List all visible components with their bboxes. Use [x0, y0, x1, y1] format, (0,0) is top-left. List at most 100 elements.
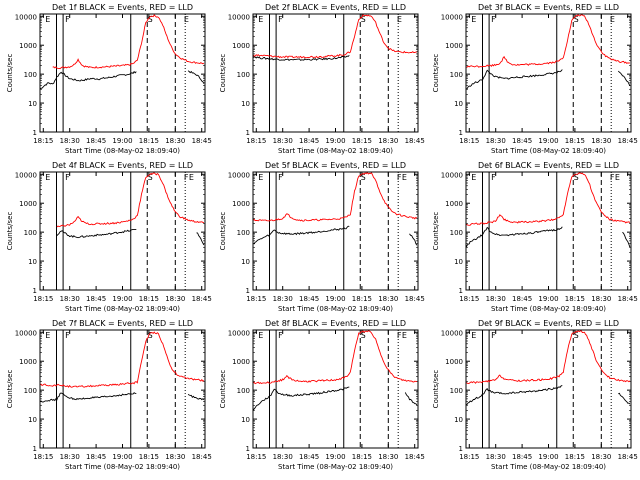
time-marker-letter: E — [471, 173, 476, 182]
x-tick-label: 18:30 — [591, 137, 611, 145]
lld-series-line — [252, 14, 417, 59]
time-marker-letter: E — [471, 331, 476, 340]
x-tick-label: 18:45 — [512, 295, 532, 303]
y-tick-label: 1000 — [19, 200, 37, 208]
lld-series-line — [56, 172, 204, 228]
time-marker-letter: F — [491, 173, 496, 182]
y-tick-label: 100 — [450, 229, 463, 237]
y-tick-label: 10000 — [441, 13, 463, 21]
x-tick-label: 18:30 — [165, 295, 185, 303]
time-marker-letter: E — [258, 331, 263, 340]
x-tick-label: 18:15 — [565, 453, 585, 461]
y-axis-label: Counts/sec — [432, 370, 440, 409]
panel-title: Det 4f BLACK = Events, RED = LLD — [52, 161, 193, 170]
panel-title: Det 3f BLACK = Events, RED = LLD — [478, 3, 619, 12]
y-axis-label: Counts/sec — [432, 54, 440, 93]
x-tick-label: 18:15 — [565, 295, 585, 303]
y-tick-label: 1 — [459, 287, 463, 295]
y-tick-label: 1000 — [232, 42, 250, 50]
y-tick-label: 1 — [33, 445, 37, 453]
x-tick-label: 18:15 — [246, 137, 266, 145]
time-marker-letter: F — [65, 331, 70, 340]
y-tick-label: 1000 — [19, 358, 37, 366]
x-tick-label: 19:00 — [538, 295, 558, 303]
x-tick-label: 19:00 — [325, 137, 345, 145]
y-axis-label: Counts/sec — [6, 370, 14, 409]
time-marker-letter: F — [397, 173, 402, 182]
y-axis-label: Counts/sec — [432, 212, 440, 251]
x-tick-label: 18:45 — [405, 453, 425, 461]
y-tick-label: 10000 — [15, 13, 37, 21]
x-tick-label: 18:15 — [352, 453, 372, 461]
y-tick-label: 10000 — [228, 13, 250, 21]
panel-7: Det 7f BLACK = Events, RED = LLD Counts/s… — [6, 319, 212, 471]
time-marker-letter: E — [45, 15, 50, 24]
time-marker-letter: S — [148, 15, 153, 24]
x-tick-label: 18:45 — [86, 137, 106, 145]
x-axis-label: Start Time (08-May-02 18:09:40) — [278, 305, 393, 313]
time-marker-letter: E — [610, 15, 615, 24]
y-tick-label: 100 — [237, 387, 250, 395]
time-marker-letter: F — [278, 173, 283, 182]
x-tick-label: 18:15 — [139, 295, 159, 303]
panel-9: Det 9f BLACK = Events, RED = LLD Counts/s… — [432, 319, 638, 471]
time-marker-letter: E — [471, 15, 476, 24]
x-tick-label: 18:45 — [299, 453, 319, 461]
y-tick-label: 10 — [454, 416, 463, 424]
y-tick-label: 10 — [454, 258, 463, 266]
time-marker-letter: F — [491, 15, 496, 24]
x-tick-label: 19:00 — [325, 453, 345, 461]
y-tick-label: 1 — [33, 287, 37, 295]
events-series-line — [465, 385, 631, 406]
x-tick-label: 18:15 — [352, 295, 372, 303]
time-marker-letter: F — [278, 331, 283, 340]
x-tick-label: 18:30 — [378, 295, 398, 303]
events-series-line — [56, 228, 205, 246]
x-tick-label: 18:45 — [618, 137, 638, 145]
y-tick-label: 1 — [246, 129, 250, 137]
events-series-line — [39, 392, 205, 403]
time-marker-letter: E — [258, 15, 263, 24]
y-tick-label: 1000 — [19, 42, 37, 50]
x-tick-label: 18:30 — [378, 453, 398, 461]
y-tick-label: 100 — [24, 71, 37, 79]
x-tick-label: 18:30 — [165, 453, 185, 461]
plot-frame — [252, 329, 419, 449]
x-tick-label: 18:30 — [486, 137, 506, 145]
x-axis-label: Start Time (08-May-02 18:09:40) — [278, 147, 393, 155]
x-tick-label: 18:15 — [33, 137, 53, 145]
x-axis-label: Start Time (08-May-02 18:09:40) — [65, 147, 180, 155]
lld-series-line — [252, 330, 417, 385]
x-tick-label: 18:45 — [299, 137, 319, 145]
y-tick-label: 1000 — [445, 358, 463, 366]
panel-title: Det 7f BLACK = Events, RED = LLD — [52, 319, 193, 328]
y-tick-label: 10000 — [15, 329, 37, 337]
x-tick-label: 18:30 — [591, 295, 611, 303]
x-tick-label: 19:00 — [112, 137, 132, 145]
x-tick-label: 18:15 — [246, 453, 266, 461]
lld-series-line — [39, 331, 205, 388]
time-marker-letter: S — [361, 173, 366, 182]
y-tick-label: 100 — [450, 71, 463, 79]
x-tick-label: 18:30 — [273, 453, 293, 461]
y-axis-label: Counts/sec — [219, 54, 227, 93]
x-axis-label: Start Time (08-May-02 18:09:40) — [65, 305, 180, 313]
x-tick-label: 18:45 — [86, 295, 106, 303]
x-tick-label: 18:30 — [60, 295, 80, 303]
y-tick-label: 1 — [246, 445, 250, 453]
x-tick-label: 18:30 — [60, 137, 80, 145]
time-marker-letter: F — [610, 173, 615, 182]
time-marker-letter: E — [189, 173, 194, 182]
x-tick-label: 18:45 — [86, 453, 106, 461]
plot-frame — [39, 13, 206, 133]
time-marker-letter: F — [184, 173, 189, 182]
y-axis-label: Counts/sec — [219, 370, 227, 409]
y-tick-label: 10000 — [441, 171, 463, 179]
x-tick-label: 18:45 — [192, 453, 212, 461]
x-axis-label: Start Time (08-May-02 18:09:40) — [491, 305, 606, 313]
plot-frame — [39, 329, 206, 449]
panel-3: Det 3f BLACK = Events, RED = LLD Counts/s… — [432, 3, 638, 155]
time-marker-letter: S — [574, 331, 579, 340]
x-tick-label: 18:15 — [139, 137, 159, 145]
x-tick-label: 18:45 — [192, 295, 212, 303]
